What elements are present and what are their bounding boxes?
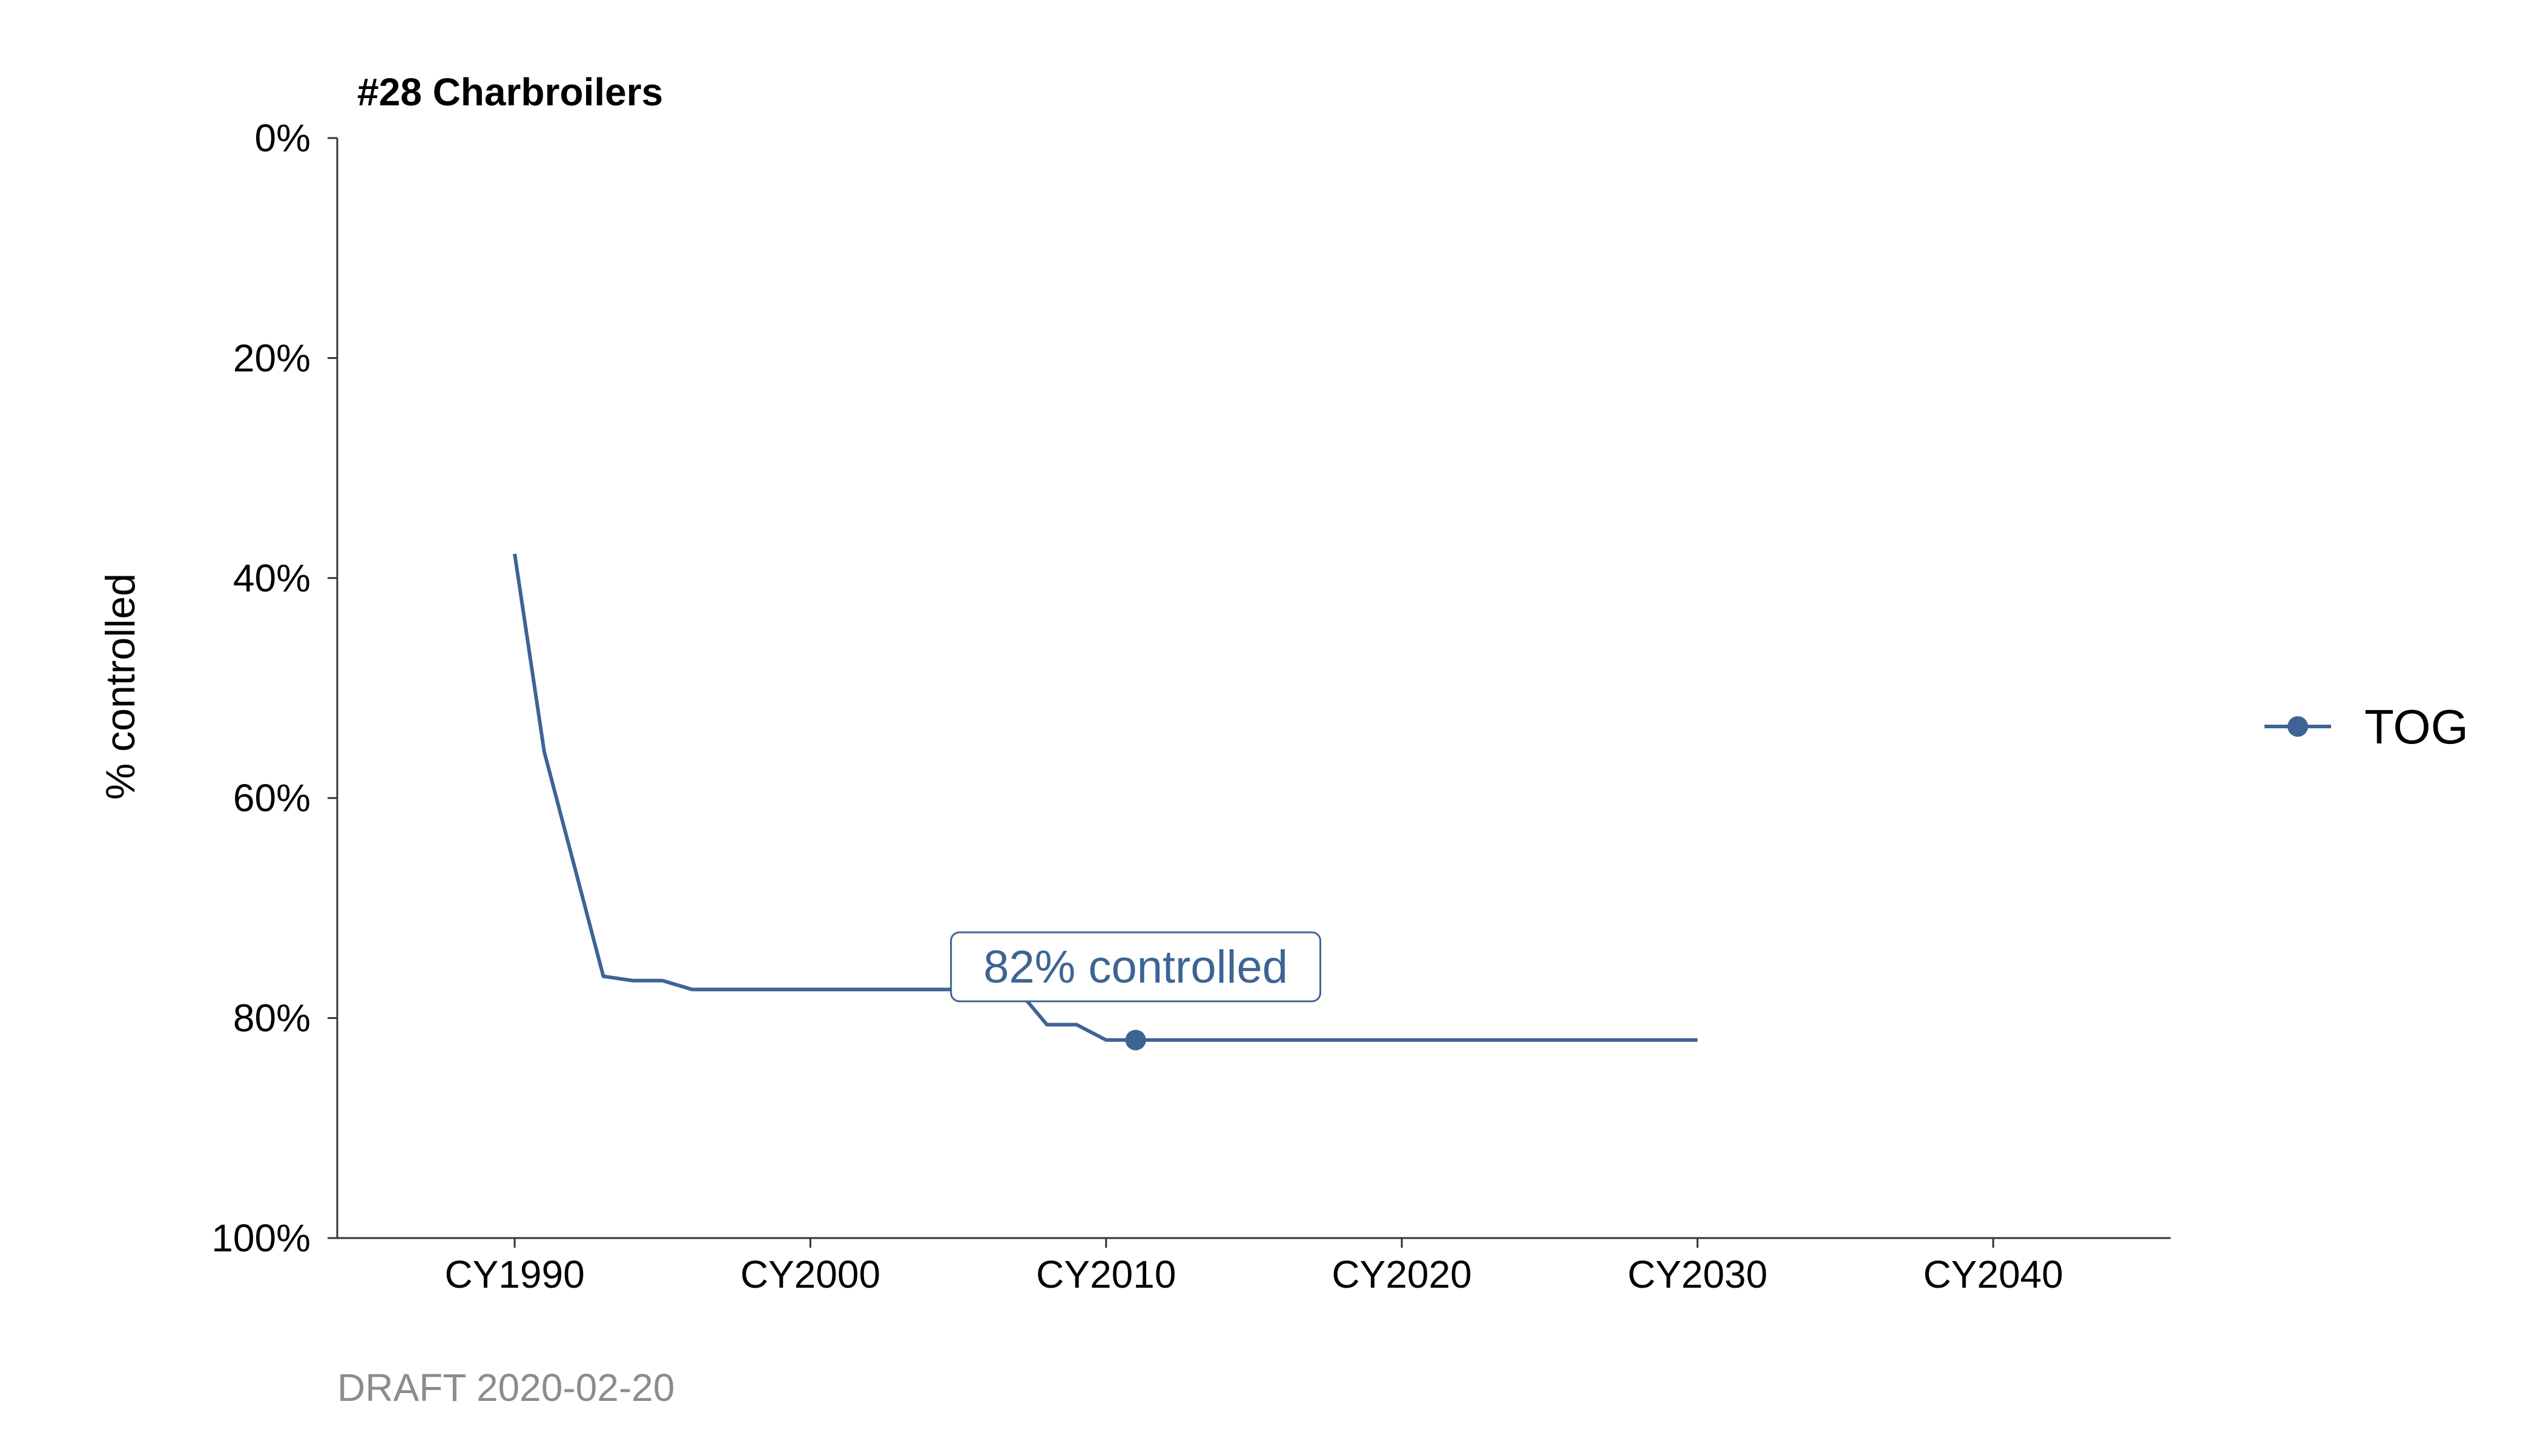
chart-title: #28 Charbroilers xyxy=(357,70,663,114)
x-tick-label: CY1990 xyxy=(444,1253,584,1296)
y-axis-label: % controlled xyxy=(97,573,143,800)
y-tick-label: 20% xyxy=(233,336,311,380)
annotation-label: 82% controlled xyxy=(983,941,1288,993)
y-tick-label: 0% xyxy=(255,116,311,160)
legend: TOG xyxy=(2264,700,2469,754)
annotation-label-box xyxy=(950,931,1322,1003)
legend-label-tog: TOG xyxy=(2364,700,2469,754)
y-tick-label: 80% xyxy=(233,996,311,1040)
x-tick-label: CY2000 xyxy=(740,1253,880,1296)
x-tick-label: CY2020 xyxy=(1332,1253,1472,1296)
axes: 0% 20% 40% 60% 80% 100% CY1990 CY2000 CY2010 CY20… xyxy=(211,116,2171,1296)
y-tick-label: 40% xyxy=(233,556,311,600)
draft-caption: DRAFT 2020-02-20 xyxy=(337,1366,675,1409)
y-tick-label: 100% xyxy=(211,1216,311,1260)
annotation-point xyxy=(1125,1029,1146,1050)
x-tick-label: CY2010 xyxy=(1036,1253,1176,1296)
x-tick-label: CY2040 xyxy=(1923,1253,2063,1296)
annotation-layer: 82% controlled xyxy=(950,931,1322,1050)
series-line-tog xyxy=(513,553,1698,1042)
x-tick-label: CY2030 xyxy=(1628,1253,1767,1296)
series-layer xyxy=(513,553,1698,1042)
y-tick-label: 60% xyxy=(233,776,311,820)
legend-marker-tog xyxy=(2287,716,2308,737)
